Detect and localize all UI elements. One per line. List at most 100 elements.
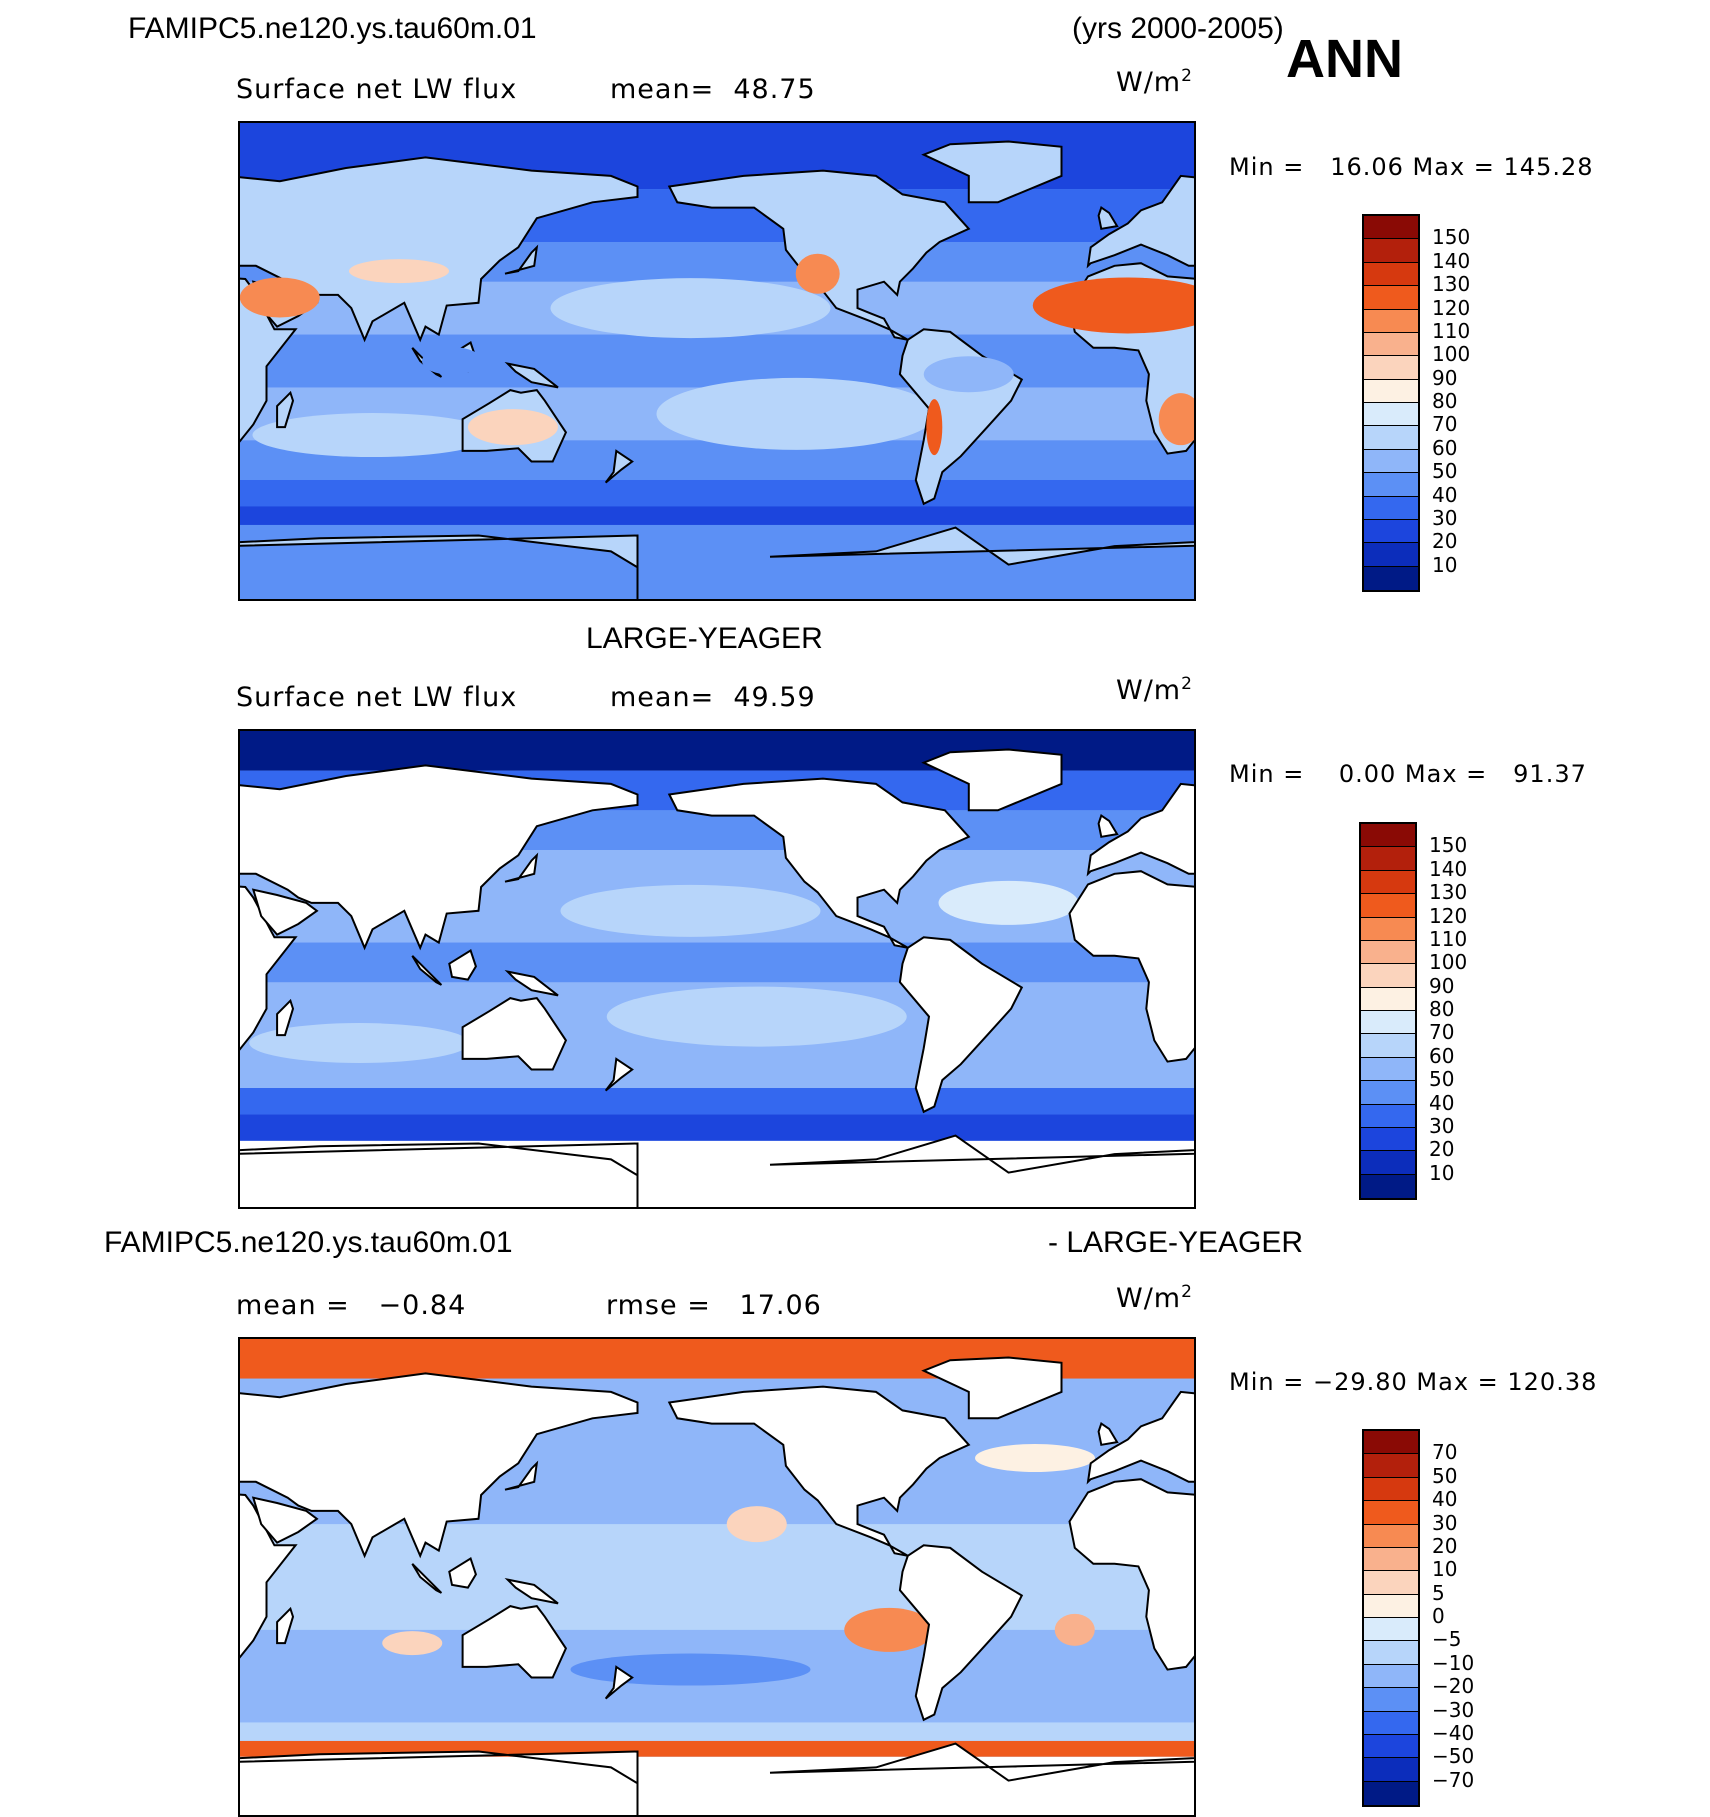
panel2-colorbar-tick-label: 10 — [1429, 1160, 1455, 1185]
panel1-units: W/m2 — [1116, 66, 1193, 98]
panel1-colorbar-tick-label: 40 — [1432, 482, 1458, 507]
panel3-map-field — [240, 1339, 1194, 1815]
panel3-rmse-label: rmse = 17.06 — [606, 1290, 822, 1321]
panel2-colorbar-tick-label: 30 — [1429, 1113, 1455, 1138]
panel2-colorbar-tick-label: 80 — [1429, 997, 1455, 1021]
coastline-nam — [667, 1385, 971, 1557]
panel3-colorbar-tick-label: −70 — [1432, 1767, 1475, 1792]
field-band — [240, 1722, 1194, 1741]
panel1-colorbar-tick-label: 150 — [1432, 225, 1471, 250]
panel1-colorbar-swatch — [1364, 309, 1418, 333]
panel1-variable-label: Surface net LW flux — [236, 74, 518, 105]
panel1-colorbar-tick-label: 10 — [1432, 552, 1458, 577]
panel2-colorbar-tick-label: 130 — [1429, 880, 1468, 905]
panel1-map-field — [240, 123, 1194, 599]
panel2-colorbar-tick-label: 40 — [1429, 1090, 1455, 1115]
field-blob — [382, 1631, 443, 1656]
panel2-colorbar-swatch — [1361, 870, 1415, 895]
panel2-colorbar-swatch — [1361, 987, 1415, 1011]
panel2-colorbar-tick-label: 70 — [1429, 1020, 1455, 1045]
panel3-colorbar-swatch — [1364, 1547, 1418, 1572]
panel1-colorbar-swatch — [1364, 543, 1418, 567]
panel3-colorbar-swatch — [1364, 1711, 1418, 1735]
panel3-colorbar-tick-label: 20 — [1432, 1533, 1458, 1558]
panel2-colorbar — [1359, 822, 1417, 1200]
panel1-colorbar-swatch — [1364, 496, 1418, 520]
coastline-sam — [898, 936, 1024, 1114]
panel3-colorbar-swatch — [1364, 1664, 1418, 1689]
field-blob — [349, 259, 449, 284]
panel3-units: W/m2 — [1116, 1282, 1193, 1314]
coastline-borneo — [448, 1556, 477, 1589]
panel2-mean-label: mean= 49.59 — [610, 682, 816, 713]
coastline-africa — [1068, 870, 1194, 1063]
panel3-colorbar-tick-label: 10 — [1432, 1557, 1458, 1582]
field-blob — [975, 1444, 1095, 1472]
panel1-minmax: Min = 16.06 Max = 145.28 — [1229, 153, 1594, 181]
panel3-colorbar-swatch — [1364, 1688, 1418, 1712]
coastline-newguinea — [504, 1577, 559, 1605]
field-blob — [1158, 393, 1194, 446]
panel3-colorbar-tick-label: −50 — [1432, 1744, 1475, 1769]
panel1-colorbar-swatch — [1364, 239, 1418, 263]
panel2-colorbar-swatch — [1361, 964, 1415, 988]
field-blob — [240, 277, 320, 318]
field-blob — [795, 253, 840, 294]
panel3-colorbar-swatch — [1364, 1618, 1418, 1642]
field-band — [240, 506, 1194, 525]
coastline-antarctica — [240, 534, 639, 599]
panel3-colorbar-swatch — [1364, 1431, 1418, 1455]
panel1-colorbar-swatch — [1364, 356, 1418, 380]
coastline-japan — [504, 244, 539, 275]
panel2-variable-label: Surface net LW flux — [236, 682, 518, 713]
field-band — [240, 942, 1194, 983]
panel3-colorbar-tick-label: 30 — [1432, 1510, 1458, 1535]
panel3-colorbar-swatch — [1364, 1501, 1418, 1525]
coastline-eurasia — [240, 1372, 639, 1559]
panel1-colorbar-swatch — [1364, 332, 1418, 357]
panel3-colorbar-tick-label: 0 — [1432, 1604, 1445, 1628]
coastline-uk — [1097, 1422, 1119, 1446]
panel1-colorbar-tick-label: 90 — [1432, 365, 1458, 390]
coastline-sumatra — [411, 1563, 443, 1594]
panel1-colorbar-tick-label: 50 — [1432, 459, 1458, 484]
field-band — [240, 334, 1194, 388]
panel1-colorbar-tick-label: 100 — [1432, 342, 1471, 367]
panel1-colorbar-swatch — [1364, 566, 1418, 590]
coastline-nz — [604, 1057, 634, 1092]
panel2-units: W/m2 — [1116, 674, 1193, 706]
panel3-colorbar-tick-label: −5 — [1432, 1627, 1462, 1652]
coastline-antarctica — [769, 1742, 1194, 1782]
field-blob — [560, 884, 821, 937]
field-blob — [570, 1653, 811, 1686]
panel3-colorbar-swatch — [1364, 1594, 1418, 1618]
panel2-colorbar-tick-label: 60 — [1429, 1043, 1455, 1068]
panel3-colorbar-tick-label: −20 — [1432, 1674, 1475, 1699]
coastline-arabia — [251, 888, 319, 936]
panel2-colorbar-swatch — [1361, 917, 1415, 941]
panel3-colorbar-tick-label: 50 — [1432, 1463, 1458, 1488]
coastline-nam — [667, 777, 971, 949]
panel1-colorbar-swatch — [1364, 449, 1418, 474]
coastline-nz — [604, 1665, 634, 1700]
panel1-colorbar-tick-label: 140 — [1432, 248, 1471, 273]
panel3-colorbar-swatch — [1364, 1571, 1418, 1595]
panel1-colorbar-tick-label: 120 — [1432, 295, 1471, 320]
panel2-colorbar-tick-label: 20 — [1429, 1137, 1455, 1162]
coastline-africa — [240, 885, 298, 1051]
coastline-antarctica — [769, 526, 1194, 566]
panel1-colorbar-swatch — [1364, 519, 1418, 544]
panel1-colorbar-tick-label: 30 — [1432, 505, 1458, 530]
coastline-eurasia — [240, 156, 639, 343]
panel2-colorbar-swatch — [1361, 1011, 1415, 1035]
coastline-eurasia — [240, 764, 639, 951]
panel3-colorbar-tick-label: 5 — [1432, 1580, 1445, 1605]
panel2-colorbar-tick-label: 140 — [1429, 856, 1468, 881]
panel2-colorbar-swatch — [1361, 894, 1415, 918]
field-blob — [550, 278, 831, 339]
coastline-arabia — [251, 1496, 319, 1544]
field-blob — [252, 413, 493, 458]
coastline-antarctica — [240, 1750, 639, 1815]
panel2-colorbar-swatch — [1361, 824, 1415, 848]
panel3-colorbar-tick-label: −30 — [1432, 1697, 1475, 1722]
